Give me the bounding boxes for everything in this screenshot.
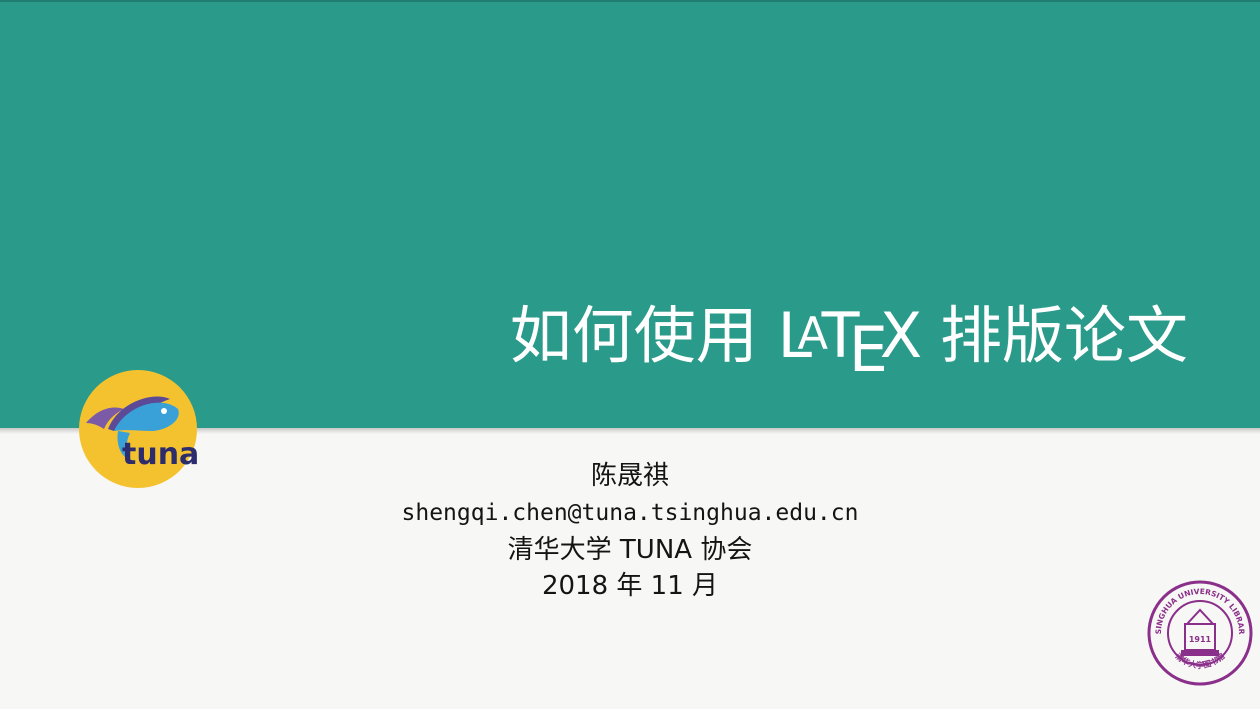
latex-logo-text: LATEX (777, 299, 922, 386)
presentation-date: 2018 年 11 月 (541, 571, 719, 601)
seal-year-text: 1911 (1189, 635, 1212, 644)
title-suffix: 排版论文 (939, 299, 1188, 372)
title-prefix: 如何使用 (509, 299, 758, 372)
tuna-logo-icon: tuna (79, 370, 198, 488)
library-seal-icon: TSINGHUA UNIVERSITY LIBRARY 清华大学图书馆 1911 (1147, 580, 1253, 686)
author-name: 陈晟祺 (590, 461, 669, 491)
author-organization: 清华大学 TUNA 协会 (507, 535, 753, 565)
title-band (0, 0, 1260, 428)
author-email: shengqi.chen@tuna.tsinghua.edu.cn (401, 500, 859, 526)
slide-title: 如何使用 LATEX 排版论文 (509, 296, 1188, 386)
band-shadow (0, 428, 1260, 434)
author-block: 陈晟祺 shengqi.chen@tuna.tsinghua.edu.cn 清华… (0, 458, 1260, 604)
tuna-logo-text: tuna (122, 437, 198, 472)
